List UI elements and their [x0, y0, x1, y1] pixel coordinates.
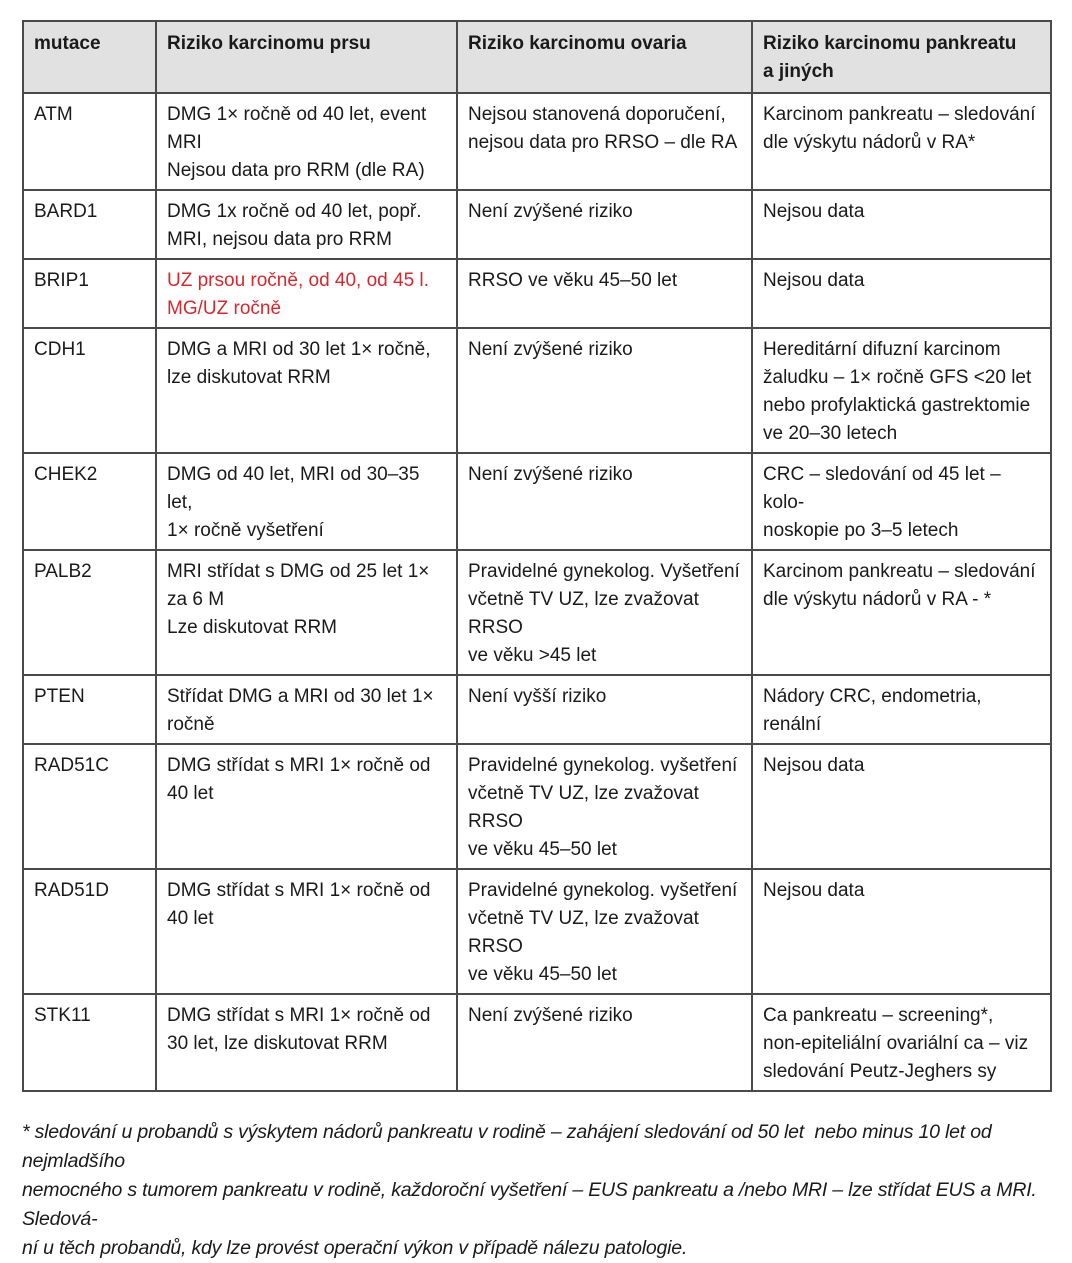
- cell-mutation-gene: CDH1: [22, 327, 157, 454]
- mutation-risk-table: mutace Riziko karcinomu prsu Riziko karc…: [22, 20, 1052, 1092]
- cell-breast-risk: DMG 1× ročně od 40 let, event MRI Nejsou…: [155, 92, 458, 191]
- table-row: CHEK2 DMG od 40 let, MRI od 30–35 let, 1…: [22, 452, 1052, 551]
- cell-breast-risk: DMG a MRI od 30 let 1× ročně, lze diskut…: [155, 327, 458, 454]
- cell-ovarian-risk: Není zvýšené riziko: [456, 452, 753, 551]
- table-row: RAD51D DMG střídat s MRI 1× ročně od 40 …: [22, 868, 1052, 995]
- cell-ovarian-risk: Není vyšší riziko: [456, 674, 753, 745]
- cell-mutation-gene: BARD1: [22, 189, 157, 260]
- cell-breast-risk: DMG střídat s MRI 1× ročně od 40 let: [155, 743, 458, 870]
- cell-ovarian-risk: Není zvýšené riziko: [456, 327, 753, 454]
- cell-pancreatic-risk: Karcinom pankreatu – sledování dle výsky…: [751, 549, 1052, 676]
- table-row: BRIP1 UZ prsou ročně, od 40, od 45 l. MG…: [22, 258, 1052, 329]
- cell-breast-risk: DMG 1x ročně od 40 let, popř. MRI, nejso…: [155, 189, 458, 260]
- cell-mutation-gene: ATM: [22, 92, 157, 191]
- cell-pancreatic-risk: Nejsou data: [751, 258, 1052, 329]
- table-row: PTEN Střídat DMG a MRI od 30 let 1× ročn…: [22, 674, 1052, 745]
- cell-pancreatic-risk: Ca pankreatu – screening*, non-epiteliál…: [751, 993, 1052, 1092]
- cell-breast-risk: MRI střídat s DMG od 25 let 1× za 6 M Lz…: [155, 549, 458, 676]
- cell-ovarian-risk: Pravidelné gynekolog. Vyšetření včetně T…: [456, 549, 753, 676]
- table-row: STK11 DMG střídat s MRI 1× ročně od 30 l…: [22, 993, 1052, 1092]
- cell-mutation-gene: RAD51C: [22, 743, 157, 870]
- cell-mutation-gene: RAD51D: [22, 868, 157, 995]
- cell-mutation-gene: PTEN: [22, 674, 157, 745]
- cell-breast-risk: DMG střídat s MRI 1× ročně od 30 let, lz…: [155, 993, 458, 1092]
- cell-pancreatic-risk: Nádory CRC, endometria, renální: [751, 674, 1052, 745]
- table-row: ATM DMG 1× ročně od 40 let, event MRI Ne…: [22, 92, 1052, 191]
- cell-pancreatic-risk: Karcinom pankreatu – sledování dle výsky…: [751, 92, 1052, 191]
- table-row: RAD51C DMG střídat s MRI 1× ročně od 40 …: [22, 743, 1052, 870]
- cell-breast-risk: DMG střídat s MRI 1× ročně od 40 let: [155, 868, 458, 995]
- table-row: CDH1 DMG a MRI od 30 let 1× ročně, lze d…: [22, 327, 1052, 454]
- footnote: * sledování u probandů s výskytem nádorů…: [22, 1121, 1037, 1259]
- cell-ovarian-risk: Nejsou stanovená doporučení, nejsou data…: [456, 92, 753, 191]
- cell-breast-risk: UZ prsou ročně, od 40, od 45 l. MG/UZ ro…: [155, 258, 458, 329]
- column-header-riziko-pankreatu: Riziko karcinomu pankreatu a jiných: [751, 20, 1052, 94]
- cell-pancreatic-risk: CRC – sledování od 45 let – kolo- noskop…: [751, 452, 1052, 551]
- cell-breast-risk: Střídat DMG a MRI od 30 let 1× ročně: [155, 674, 458, 745]
- cell-ovarian-risk: Pravidelné gynekolog. vyšetření včetně T…: [456, 868, 753, 995]
- cell-ovarian-risk: Pravidelné gynekolog. vyšetření včetně T…: [456, 743, 753, 870]
- cell-pancreatic-risk: Nejsou data: [751, 189, 1052, 260]
- cell-breast-risk: DMG od 40 let, MRI od 30–35 let, 1× ročn…: [155, 452, 458, 551]
- cell-mutation-gene: CHEK2: [22, 452, 157, 551]
- cell-pancreatic-risk: Nejsou data: [751, 868, 1052, 995]
- column-header-mutace: mutace: [22, 20, 157, 94]
- cell-mutation-gene: STK11: [22, 993, 157, 1092]
- column-header-riziko-prsu: Riziko karcinomu prsu: [155, 20, 458, 94]
- cell-ovarian-risk: Není zvýšené riziko: [456, 189, 753, 260]
- cell-pancreatic-risk: Hereditární difuzní karcinom žaludku – 1…: [751, 327, 1052, 454]
- table-body: ATM DMG 1× ročně od 40 let, event MRI Ne…: [22, 92, 1052, 1092]
- cell-ovarian-risk: Není zvýšené riziko: [456, 993, 753, 1092]
- table-header: mutace Riziko karcinomu prsu Riziko karc…: [22, 20, 1052, 94]
- table-row: BARD1 DMG 1x ročně od 40 let, popř. MRI,…: [22, 189, 1052, 260]
- page: mutace Riziko karcinomu prsu Riziko karc…: [22, 20, 1052, 1259]
- table-row: PALB2 MRI střídat s DMG od 25 let 1× za …: [22, 549, 1052, 676]
- cell-mutation-gene: PALB2: [22, 549, 157, 676]
- cell-mutation-gene: BRIP1: [22, 258, 157, 329]
- header-row: mutace Riziko karcinomu prsu Riziko karc…: [22, 20, 1052, 94]
- column-header-riziko-ovaria: Riziko karcinomu ovaria: [456, 20, 753, 94]
- cell-ovarian-risk: RRSO ve věku 45–50 let: [456, 258, 753, 329]
- cell-pancreatic-risk: Nejsou data: [751, 743, 1052, 870]
